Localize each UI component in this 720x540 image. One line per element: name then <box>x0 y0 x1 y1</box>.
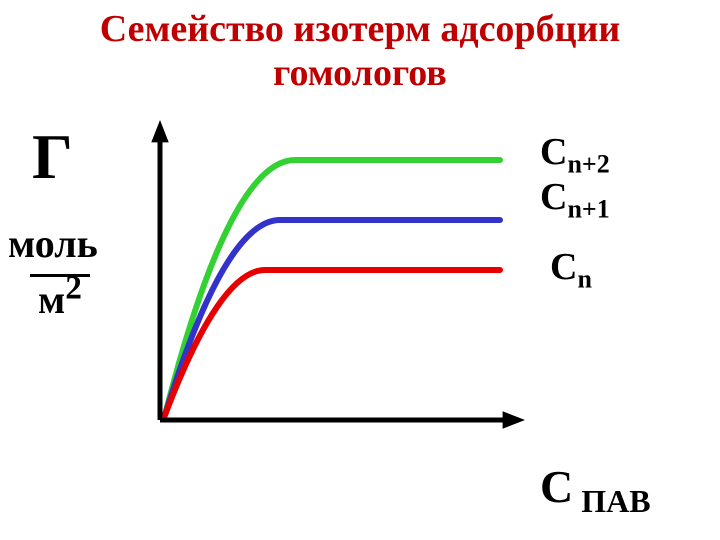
label-cn: Cn <box>550 245 592 295</box>
title-line2: гомологов <box>273 52 447 94</box>
label-cn1-sub: n+1 <box>567 195 609 224</box>
label-cn2: Cn+2 <box>540 130 610 180</box>
y-axis-symbol: Г <box>32 120 73 194</box>
unit-bot-base: м <box>38 277 65 322</box>
y-axis-unit-numerator: моль <box>8 220 98 267</box>
label-cn2-base: C <box>540 131 567 173</box>
chart-title: Семейство изотерм адсорбции гомологов <box>0 8 720 95</box>
label-cn1: Cn+1 <box>540 175 610 225</box>
y-axis-unit-denominator: м2 <box>30 270 90 323</box>
label-cn1-base: C <box>540 176 567 218</box>
x-label-sub: ПАВ <box>573 483 650 519</box>
x-axis-label: С ПАВ <box>540 460 651 520</box>
y-axis-arrow-icon <box>151 120 169 142</box>
isotherm-chart <box>130 120 530 440</box>
x-label-base: С <box>540 461 573 512</box>
label-cn-sub: n <box>577 265 591 294</box>
label-cn-base: C <box>550 246 577 288</box>
curve-cn <box>165 270 500 415</box>
title-line1: Семейство изотерм адсорбции <box>100 8 621 50</box>
unit-bot-sup: 2 <box>65 270 82 307</box>
x-axis-arrow-icon <box>503 411 525 429</box>
